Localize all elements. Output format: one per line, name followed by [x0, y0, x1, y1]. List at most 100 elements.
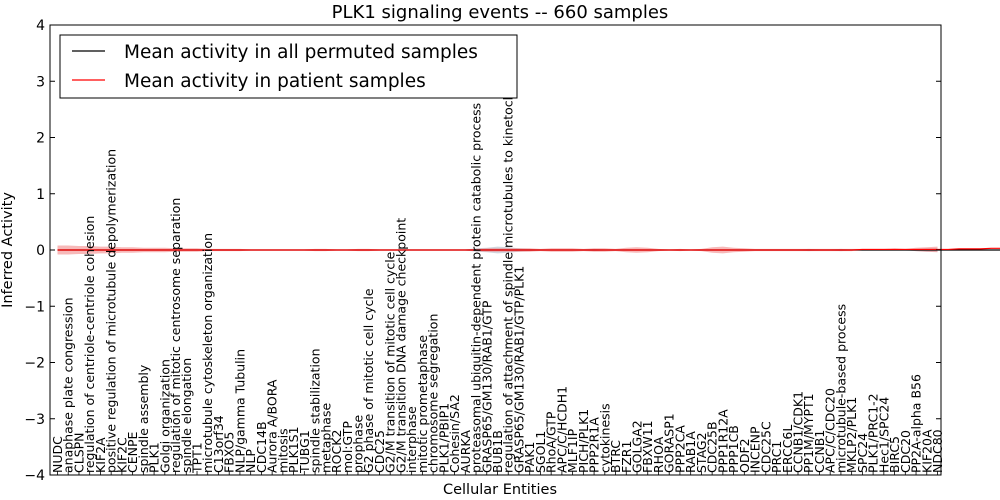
category-label: CENPE	[125, 431, 140, 473]
chart-title: PLK1 signaling events -- 660 samples	[332, 2, 669, 23]
category-label: FBXW11	[640, 420, 655, 473]
category-label: mitotic prometaphase	[415, 335, 430, 473]
legend[interactable]: Mean activity in all permuted samples Me…	[59, 34, 518, 99]
category-label: interphase	[404, 406, 419, 473]
category-label: proteasomal ubiquitin-dependent protein …	[469, 103, 484, 473]
category-label: RHOA	[651, 436, 666, 473]
category-label: TPT1	[190, 442, 205, 474]
category-label: G2/M transition DNA damage checkpoint	[393, 218, 408, 473]
category-label: PPP2CA	[672, 425, 687, 473]
y-tick-label: −2	[24, 356, 45, 372]
category-label: GRASP65/GM130/RAB1/GTP/PLK1	[511, 266, 526, 473]
category-label: CDC20	[898, 430, 913, 473]
category-label: BIRC5	[887, 436, 902, 473]
y-tick-label: 3	[36, 74, 45, 90]
category-label: SGOL1	[533, 431, 548, 473]
category-label: CDC25B	[705, 421, 720, 473]
category-label: PP1M/MYPT1	[801, 393, 816, 473]
category-label: GRASP65/GM130/RAB1/GTP	[479, 300, 494, 473]
category-label: G2/M transition of mitotic cell cycle	[383, 251, 398, 473]
legend-label-patient: Mean activity in patient samples	[124, 71, 426, 92]
category-label: Cohesin/SA2	[447, 394, 462, 473]
category-label: KIF20A	[919, 429, 934, 473]
category-label: INCENP	[748, 426, 763, 473]
category-label: CLSPN	[71, 432, 86, 473]
category-label: PLK1S1	[286, 426, 301, 473]
y-tick-label: 0	[36, 243, 45, 259]
category-label: cytokinesis	[597, 403, 612, 473]
category-label: Hec1/SPC24	[876, 397, 891, 473]
category-label: APC/C/HCDH1	[554, 386, 569, 473]
category-label: KIF2A	[93, 437, 108, 473]
category-label: RhoA/GTP	[544, 411, 559, 473]
category-label: FZR1	[619, 441, 634, 473]
category-label: AURKA	[458, 430, 473, 473]
category-label: ODF2	[737, 438, 752, 473]
category-label: PPP1R12A	[715, 409, 730, 473]
category-label: APC/C/CDC20	[823, 388, 838, 473]
category-label: PP2A-alpha B56	[909, 374, 924, 473]
legend-box	[59, 34, 518, 99]
category-label: metaphase	[318, 403, 333, 473]
category-label: spindle stabilization	[308, 348, 323, 473]
category-label: spindle elongation	[179, 358, 194, 473]
category-label: MLF1IP	[565, 428, 580, 473]
category-label: BTRC	[608, 440, 623, 473]
category-label: ERCC6L	[780, 425, 795, 473]
category-label: mitosis	[275, 428, 290, 473]
category-label: regulation of centriole-centriole cohesi…	[82, 216, 97, 473]
category-label: anaphase plate congression	[61, 297, 76, 473]
category-label: GORASP1	[662, 413, 677, 473]
x-axis-label: Cellular Entities	[443, 482, 557, 498]
y-tick-label: −1	[24, 299, 45, 315]
category-label: NLP	[243, 449, 258, 473]
category-label: NLP/gamma Tubulin	[232, 349, 247, 473]
category-label: NDC80	[930, 429, 945, 473]
category-label: microtubule cytoskeleton organization	[200, 233, 215, 473]
category-label: TUBG1	[297, 430, 312, 474]
category-label: chromosome segregation	[426, 314, 441, 473]
category-label: PPP1CB	[726, 425, 741, 473]
legend-label-permuted: Mean activity in all permuted samples	[124, 42, 478, 63]
category-label: KIF2C	[114, 437, 129, 473]
category-label: ROCK2	[329, 430, 344, 473]
category-label: CCNB1/CDK1	[790, 391, 805, 473]
category-label: regulation of attachment of spindle micr…	[501, 72, 516, 473]
category-label: regulation of mitotic centrosome separat…	[168, 198, 183, 473]
category-label: C13orf34	[211, 415, 226, 473]
category-label: FBXO5	[222, 432, 237, 473]
y-tick-label: 1	[36, 187, 45, 203]
category-label: GOLGA2	[630, 420, 645, 473]
category-label: G2 phase of mitotic cell cycle	[361, 288, 376, 473]
y-axis: −4 −3 −2 −1 0 1 2 3 4	[24, 18, 941, 484]
category-label: PAK1	[522, 442, 537, 473]
category-label: prophase	[350, 415, 365, 473]
category-label: PLK1/PBIP1	[436, 403, 451, 473]
y-tick-label: −4	[24, 468, 45, 484]
category-label: PLK1	[147, 442, 162, 473]
category-label: PICH/PLK1	[576, 409, 591, 473]
category-label: CDC25C	[758, 421, 773, 473]
category-label: BUB1B	[490, 430, 505, 473]
series-lines	[57, 247, 1000, 251]
category-label: CDC25	[372, 430, 387, 473]
category-label: RAB1A	[683, 431, 698, 473]
category-label: Aurora A/BORA	[265, 379, 280, 473]
category-label: PPP2R1A	[587, 417, 602, 473]
category-label: PRC1	[769, 441, 784, 473]
category-label: SPC24	[855, 433, 870, 473]
category-label: STAG2	[694, 432, 709, 473]
category-label: Golgi organization	[157, 359, 172, 473]
category-label: microtubule-based process	[833, 304, 848, 473]
y-tick-label: 2	[36, 131, 45, 147]
category-label: NUDC	[50, 436, 65, 473]
category-label: CCNB1	[812, 430, 827, 473]
category-label: positive regulation of microtubule depol…	[104, 149, 119, 473]
line-patient	[57, 247, 1000, 251]
y-tick-label: −3	[24, 412, 45, 428]
category-label: MKLP2/PLK1	[844, 397, 859, 473]
category-label: spindle assembly	[136, 364, 151, 473]
category-label: CDC14B	[254, 421, 269, 473]
